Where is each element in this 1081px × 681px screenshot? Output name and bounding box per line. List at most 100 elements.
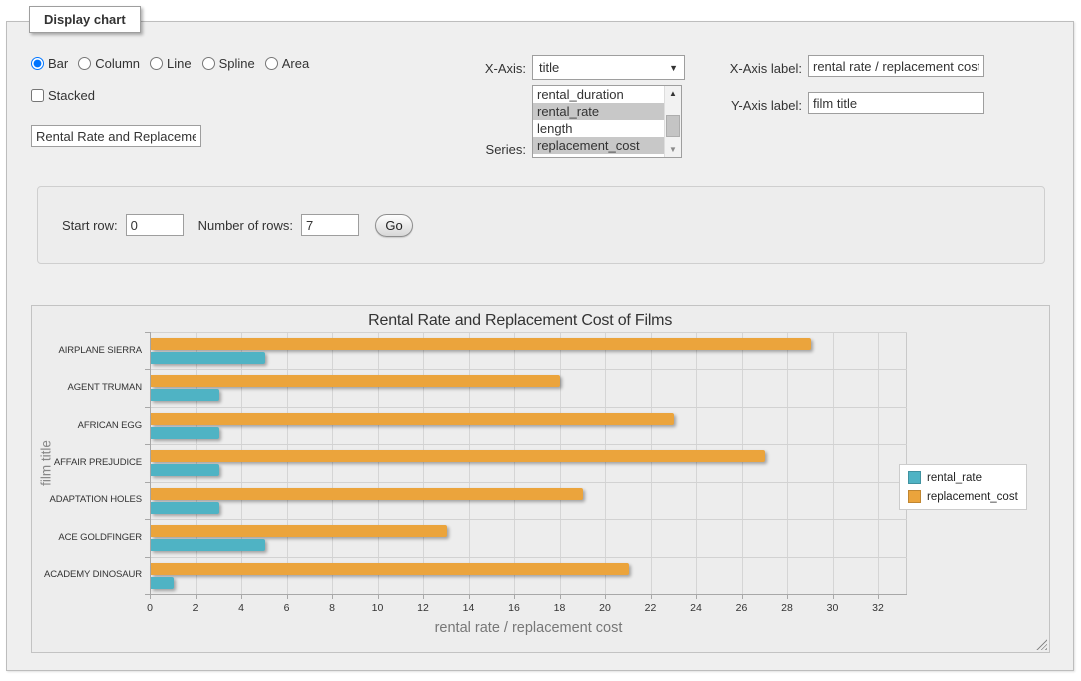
bar-replacement_cost	[151, 488, 583, 500]
scrollbar-thumb[interactable]	[666, 115, 680, 137]
line-radio[interactable]	[150, 57, 163, 70]
gridline-horizontal	[150, 482, 907, 483]
chart-panel: Rental Rate and Replacement Cost of Film…	[31, 305, 1050, 653]
x-tick-label: 20	[585, 602, 625, 614]
x-axis-tick	[605, 595, 606, 599]
gridline-vertical	[605, 332, 606, 594]
x-axis-tick	[287, 595, 288, 599]
x-tick-label: 16	[494, 602, 534, 614]
x-tick-label: 30	[813, 602, 853, 614]
series-scrollbar[interactable]: ▲ ▼	[664, 86, 681, 157]
x-axis-tick	[878, 595, 879, 599]
bar-rental_rate	[151, 352, 265, 364]
category-label: AIRPLANE SIERRA	[28, 345, 142, 356]
x-tick-label: 32	[858, 602, 898, 614]
chart-legend: rental_rate replacement_cost	[899, 464, 1027, 510]
bar-replacement_cost	[151, 563, 629, 575]
gridline-horizontal	[150, 332, 907, 333]
scroll-down-icon[interactable]: ▼	[665, 142, 681, 157]
x-axis-tick	[651, 595, 652, 599]
x-axis-label-input[interactable]	[808, 55, 984, 77]
gridline-vertical	[742, 332, 743, 594]
category-label: AGENT TRUMAN	[28, 382, 142, 393]
plot-area: 02468101214161820222426283032AIRPLANE SI…	[150, 332, 907, 594]
bar-replacement_cost	[151, 413, 674, 425]
scroll-up-icon[interactable]: ▲	[665, 86, 681, 101]
chart-type-radio-spline[interactable]: Spline	[202, 56, 255, 71]
x-axis-select[interactable]: title ▼	[532, 55, 685, 80]
column-radio[interactable]	[78, 57, 91, 70]
bar-rental_rate	[151, 539, 265, 551]
stacked-checkbox-row[interactable]: Stacked	[31, 88, 95, 103]
start-row-label: Start row:	[62, 218, 118, 233]
gridline-vertical	[287, 332, 288, 594]
series-option-replacement_cost[interactable]: replacement_cost	[533, 137, 664, 154]
category-label: ACADEMY DINOSAUR	[28, 569, 142, 580]
series-option-length[interactable]: length	[533, 120, 664, 137]
x-axis-tick	[833, 595, 834, 599]
gridline-vertical	[378, 332, 379, 594]
legend-swatch-icon	[908, 471, 921, 484]
bar-replacement_cost	[151, 450, 765, 462]
chart-type-radio-bar[interactable]: Bar	[31, 56, 68, 71]
y-axis-label-input[interactable]	[808, 92, 984, 114]
x-axis-tick	[378, 595, 379, 599]
gridline-horizontal	[150, 407, 907, 408]
spline-radio[interactable]	[202, 57, 215, 70]
category-label: AFRICAN EGG	[28, 420, 142, 431]
start-row-input[interactable]	[126, 214, 184, 236]
bar-rental_rate	[151, 502, 219, 514]
series-option-rental_duration[interactable]: rental_duration	[533, 86, 664, 103]
bar-rental_rate	[151, 389, 219, 401]
x-axis-tick	[423, 595, 424, 599]
gridline-horizontal	[150, 369, 907, 370]
bar-replacement_cost	[151, 375, 560, 387]
chart-type-radio-column[interactable]: Column	[78, 56, 140, 71]
bar-rental_rate	[151, 427, 219, 439]
gridline-vertical	[514, 332, 515, 594]
x-tick-label: 18	[540, 602, 580, 614]
number-of-rows-input[interactable]	[301, 214, 359, 236]
legend-label: replacement_cost	[927, 491, 1018, 503]
x-axis-tick	[787, 595, 788, 599]
bar-radio[interactable]	[31, 57, 44, 70]
display-chart-legend: Display chart	[29, 6, 141, 33]
gridline-vertical	[423, 332, 424, 594]
gridline-horizontal	[150, 557, 907, 558]
legend-label: rental_rate	[927, 472, 982, 484]
plot-right-border	[906, 332, 907, 594]
x-axis-tick	[241, 595, 242, 599]
bar-rental_rate	[151, 464, 219, 476]
series-options: rental_durationrental_ratelengthreplacem…	[533, 86, 664, 157]
resize-handle-icon[interactable]	[1036, 639, 1047, 650]
x-axis-tick	[742, 595, 743, 599]
series-listbox[interactable]: rental_durationrental_ratelengthreplacem…	[532, 85, 682, 158]
x-tick-label: 4	[221, 602, 261, 614]
chart-type-group: Bar Column Line Spline Area	[31, 56, 309, 71]
gridline-vertical	[196, 332, 197, 594]
chart-type-radio-area[interactable]: Area	[265, 56, 309, 71]
area-radio[interactable]	[265, 57, 278, 70]
stacked-checkbox[interactable]	[31, 89, 44, 102]
gridline-vertical	[833, 332, 834, 594]
bar-replacement_cost	[151, 525, 447, 537]
x-tick-label: 10	[358, 602, 398, 614]
x-tick-label: 24	[676, 602, 716, 614]
x-tick-label: 6	[267, 602, 307, 614]
gridline-vertical	[332, 332, 333, 594]
x-axis-tick	[560, 595, 561, 599]
number-of-rows-label: Number of rows:	[198, 218, 293, 233]
x-axis-label-caption: X-Axis label:	[714, 61, 802, 76]
go-button[interactable]: Go	[375, 214, 413, 237]
stacked-label[interactable]: Stacked	[31, 88, 95, 103]
category-label: ADAPTATION HOLES	[28, 494, 142, 505]
chart-type-radio-line[interactable]: Line	[150, 56, 192, 71]
gridline-horizontal	[150, 444, 907, 445]
gridline-vertical	[651, 332, 652, 594]
series-option-rental_rate[interactable]: rental_rate	[533, 103, 664, 120]
category-label: ACE GOLDFINGER	[28, 532, 142, 543]
x-tick-label: 22	[631, 602, 671, 614]
chart-title-input[interactable]	[31, 125, 201, 147]
x-tick-label: 0	[130, 602, 170, 614]
legend-swatch-icon	[908, 490, 921, 503]
